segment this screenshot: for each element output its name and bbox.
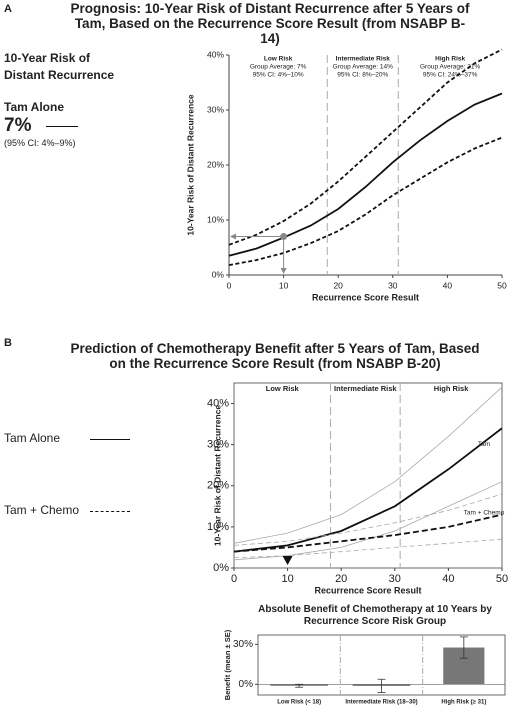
y-tick-label: 10%: [207, 521, 229, 533]
legend-entry: Tam + Chemo: [4, 503, 80, 517]
x-tick-label: 40: [442, 573, 454, 585]
panel-label: A: [4, 3, 12, 15]
y-tick-label: 0%: [239, 679, 254, 690]
x-tick-label: High Risk (≥ 31): [441, 700, 486, 706]
region-note: 95% CI: 4%–10%: [253, 72, 304, 79]
x-tick-label: 50: [496, 573, 508, 585]
error-bar: [295, 683, 304, 688]
x-tick-label: 10: [281, 573, 293, 585]
region-note: 95% CI: 8%–20%: [337, 72, 388, 79]
x-tick-label: 50: [497, 280, 507, 290]
x-tick-label: Intermediate Risk (18–30): [345, 700, 417, 706]
x-tick-label: 0: [227, 280, 232, 290]
x-tick-label: 10: [279, 280, 289, 290]
legend-title: 10-Year Risk of Distant Recurrence: [4, 51, 115, 82]
region-label: High Risk: [434, 384, 469, 393]
y-tick-label: 30%: [207, 104, 224, 114]
legend-ci: (95% CI: 4%–9%): [4, 138, 76, 148]
ci-line: [228, 48, 503, 246]
y-tick-label: 40%: [207, 397, 229, 409]
y-tick-label: 40%: [207, 49, 224, 59]
line: [228, 92, 503, 257]
legend-line: [90, 511, 130, 512]
region-note: Group Average: 7%: [250, 64, 307, 71]
region-note: Group Average: 31%: [420, 64, 480, 71]
marker-point: [280, 233, 288, 240]
legend-line: [46, 126, 78, 127]
x-axis-label: Recurrence Score Result: [314, 585, 421, 595]
panel-label: B: [4, 337, 12, 349]
region-note: 95% CI: 24%–37%: [423, 72, 478, 79]
x-tick-label: 30: [389, 573, 401, 585]
x-axis-label: Recurrence Score Result: [312, 292, 419, 302]
y-tick-label: 0%: [212, 269, 225, 279]
chart-title: Prediction of Chemotherapy Benefit after…: [70, 341, 480, 371]
y-axis-label: 10-Year Risk of Distant Recurrence: [185, 94, 195, 236]
curve-label: Tam + Chemo: [464, 509, 505, 516]
y-tick-label: 30%: [233, 639, 253, 650]
y-axis-label: Benefit (mean ± SE): [223, 629, 232, 700]
ci-line: [234, 386, 502, 544]
chart-title: Prognosis: 10-Year Risk of Distant Recur…: [70, 1, 470, 46]
y-tick-label: 10%: [207, 214, 224, 224]
x-tick-label: 0: [231, 573, 237, 585]
y-tick-label: 30%: [207, 439, 229, 451]
legend-value: 7%: [4, 115, 32, 136]
curves: [234, 386, 502, 561]
y-tick-label: 20%: [207, 480, 229, 492]
region-label: Low Risk: [266, 384, 300, 393]
region-label: Intermediate Risk: [334, 384, 397, 393]
region-note: Group Average: 14%: [333, 64, 393, 71]
curves: [228, 48, 503, 266]
plot-frame: [233, 382, 503, 569]
legend-line: [90, 439, 130, 440]
x-tick-label: Low Risk (< 18): [277, 700, 321, 706]
y-tick-label: 0%: [213, 562, 229, 574]
plot-frame: [257, 634, 506, 696]
region-label: High Risk: [435, 56, 465, 63]
ci-line: [228, 136, 503, 266]
x-tick-label: 30: [388, 280, 398, 290]
ci-line: [234, 538, 502, 559]
line: [234, 513, 502, 553]
x-tick-label: 20: [335, 573, 347, 585]
line: [234, 427, 502, 553]
marker-triangle: [282, 556, 293, 565]
y-tick-label: 20%: [207, 159, 224, 169]
error-bar: [459, 636, 468, 659]
legend-entry: Tam Alone: [4, 431, 61, 445]
y-axis-label: 10-Year Risk of Distant Recurrence: [212, 405, 222, 547]
region-label: Low Risk: [264, 56, 293, 63]
ci-line: [234, 493, 502, 546]
chart-title: Absolute Benefit of Chemotherapy at 10 Y…: [258, 604, 492, 627]
region-label: Intermediate Risk: [336, 56, 391, 63]
curve-label: Tam: [478, 441, 490, 448]
x-tick-label: 20: [333, 280, 343, 290]
legend-entry: Tam Alone: [4, 100, 65, 114]
x-tick-label: 40: [443, 280, 453, 290]
error-bar: [377, 678, 386, 693]
